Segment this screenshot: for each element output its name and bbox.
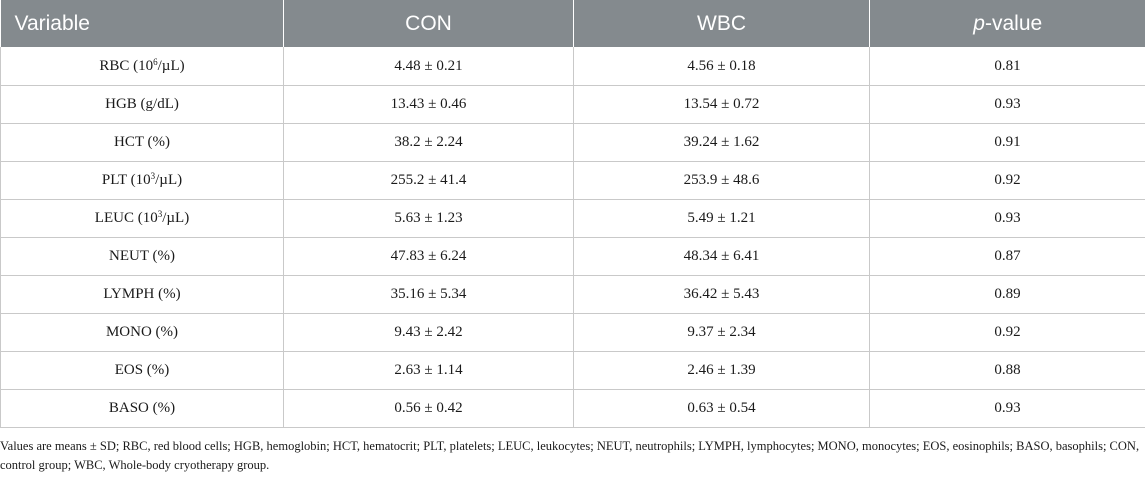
table-row: BASO (%) 0.56 ± 0.42 0.63 ± 0.54 0.93 xyxy=(0,389,1145,428)
header-variable: Variable xyxy=(0,0,284,47)
unit-base: 10 xyxy=(142,210,158,226)
table-row: LEUC (103/µL) 5.63 ± 1.23 5.49 ± 1.21 0.93 xyxy=(0,199,1145,238)
cell-variable: BASO (%) xyxy=(0,389,284,428)
cell-variable: LEUC (103/µL) xyxy=(0,199,284,238)
unit-base: 10 xyxy=(135,172,151,188)
unit-exponent: 3 xyxy=(157,209,163,219)
table-row: EOS (%) 2.63 ± 1.14 2.46 ± 1.39 0.88 xyxy=(0,351,1145,390)
cell-p-value: 0.87 xyxy=(869,237,1145,276)
table-row: HGB (g/dL) 13.43 ± 0.46 13.54 ± 0.72 0.93 xyxy=(0,85,1145,124)
blood-parameters-table: Variable CON WBC p-value RBC (106/µL) 4.4… xyxy=(0,0,1145,428)
cell-wbc: 13.54 ± 0.72 xyxy=(573,85,870,124)
table-row: HCT (%) 38.2 ± 2.24 39.24 ± 1.62 0.91 xyxy=(0,123,1145,162)
cell-wbc: 5.49 ± 1.21 xyxy=(573,199,870,238)
header-p-letter: p xyxy=(973,11,985,35)
cell-wbc: 2.46 ± 1.39 xyxy=(573,351,870,390)
unit-suffix: /µL) xyxy=(162,210,190,226)
table-row: PLT (103/µL) 255.2 ± 41.4 253.9 ± 48.6 0.92 xyxy=(0,161,1145,200)
cell-con: 47.83 ± 6.24 xyxy=(283,237,574,276)
variable-label: PLT ( xyxy=(101,172,136,188)
table-row: RBC (106/µL) 4.48 ± 0.21 4.56 ± 0.18 0.81 xyxy=(0,47,1145,86)
unit-exponent: 6 xyxy=(153,56,158,67)
cell-variable: PLT (103/µL) xyxy=(0,161,284,200)
cell-wbc: 4.56 ± 0.18 xyxy=(573,47,870,86)
cell-con: 13.43 ± 0.46 xyxy=(283,85,574,124)
table-header: Variable CON WBC p-value xyxy=(0,0,1145,47)
cell-variable: RBC (106/µL) xyxy=(0,47,284,86)
table-footnote: Values are means ± SD; RBC, red blood ce… xyxy=(0,439,1140,472)
header-row: Variable CON WBC p-value xyxy=(0,0,1145,47)
cell-p-value: 0.93 xyxy=(869,389,1145,428)
results-table-container: Variable CON WBC p-value RBC (106/µL) 4.4… xyxy=(0,0,1145,428)
unit-suffix: /µL) xyxy=(157,57,185,74)
cell-con: 4.48 ± 0.21 xyxy=(283,47,574,86)
table-row: NEUT (%) 47.83 ± 6.24 48.34 ± 6.41 0.87 xyxy=(0,237,1145,276)
cell-p-value: 0.93 xyxy=(869,199,1145,238)
cell-p-value: 0.81 xyxy=(869,47,1145,86)
cell-p-value: 0.93 xyxy=(869,85,1145,124)
header-p-suffix: -value xyxy=(984,11,1043,35)
table-row: LYMPH (%) 35.16 ± 5.34 36.42 ± 5.43 0.89 xyxy=(0,275,1145,314)
cell-p-value: 0.92 xyxy=(869,161,1145,200)
cell-con: 9.43 ± 2.42 xyxy=(283,313,574,352)
cell-con: 5.63 ± 1.23 xyxy=(283,199,574,238)
cell-con: 35.16 ± 5.34 xyxy=(283,275,574,314)
cell-p-value: 0.91 xyxy=(869,123,1145,162)
unit-base: 10 xyxy=(138,57,154,74)
cell-p-value: 0.88 xyxy=(869,351,1145,390)
cell-variable: HGB (g/dL) xyxy=(0,85,284,124)
table-row: MONO (%) 9.43 ± 2.42 9.37 ± 2.34 0.92 xyxy=(0,313,1145,352)
cell-variable: MONO (%) xyxy=(0,313,284,352)
unit-exponent: 3 xyxy=(150,171,156,181)
cell-con: 255.2 ± 41.4 xyxy=(283,161,574,200)
cell-wbc: 0.63 ± 0.54 xyxy=(573,389,870,428)
cell-wbc: 9.37 ± 2.34 xyxy=(573,313,870,352)
cell-wbc: 48.34 ± 6.41 xyxy=(573,237,870,276)
unit-suffix: /µL) xyxy=(155,172,183,188)
cell-variable: HCT (%) xyxy=(0,123,284,162)
variable-label: RBC ( xyxy=(99,57,139,74)
header-p-value: p-value xyxy=(869,0,1145,47)
cell-con: 0.56 ± 0.42 xyxy=(283,389,574,428)
cell-con: 2.63 ± 1.14 xyxy=(283,351,574,390)
header-wbc: WBC xyxy=(573,0,870,47)
cell-wbc: 39.24 ± 1.62 xyxy=(573,123,870,162)
header-con: CON xyxy=(283,0,574,47)
cell-variable: NEUT (%) xyxy=(0,237,284,276)
cell-con: 38.2 ± 2.24 xyxy=(283,123,574,162)
table-body: RBC (106/µL) 4.48 ± 0.21 4.56 ± 0.18 0.81 HG… xyxy=(0,47,1145,428)
cell-wbc: 36.42 ± 5.43 xyxy=(573,275,870,314)
cell-variable: EOS (%) xyxy=(0,351,284,390)
variable-label: LEUC ( xyxy=(94,210,143,226)
cell-p-value: 0.89 xyxy=(869,275,1145,314)
cell-variable: LYMPH (%) xyxy=(0,275,284,314)
cell-p-value: 0.92 xyxy=(869,313,1145,352)
cell-wbc: 253.9 ± 48.6 xyxy=(573,161,870,200)
